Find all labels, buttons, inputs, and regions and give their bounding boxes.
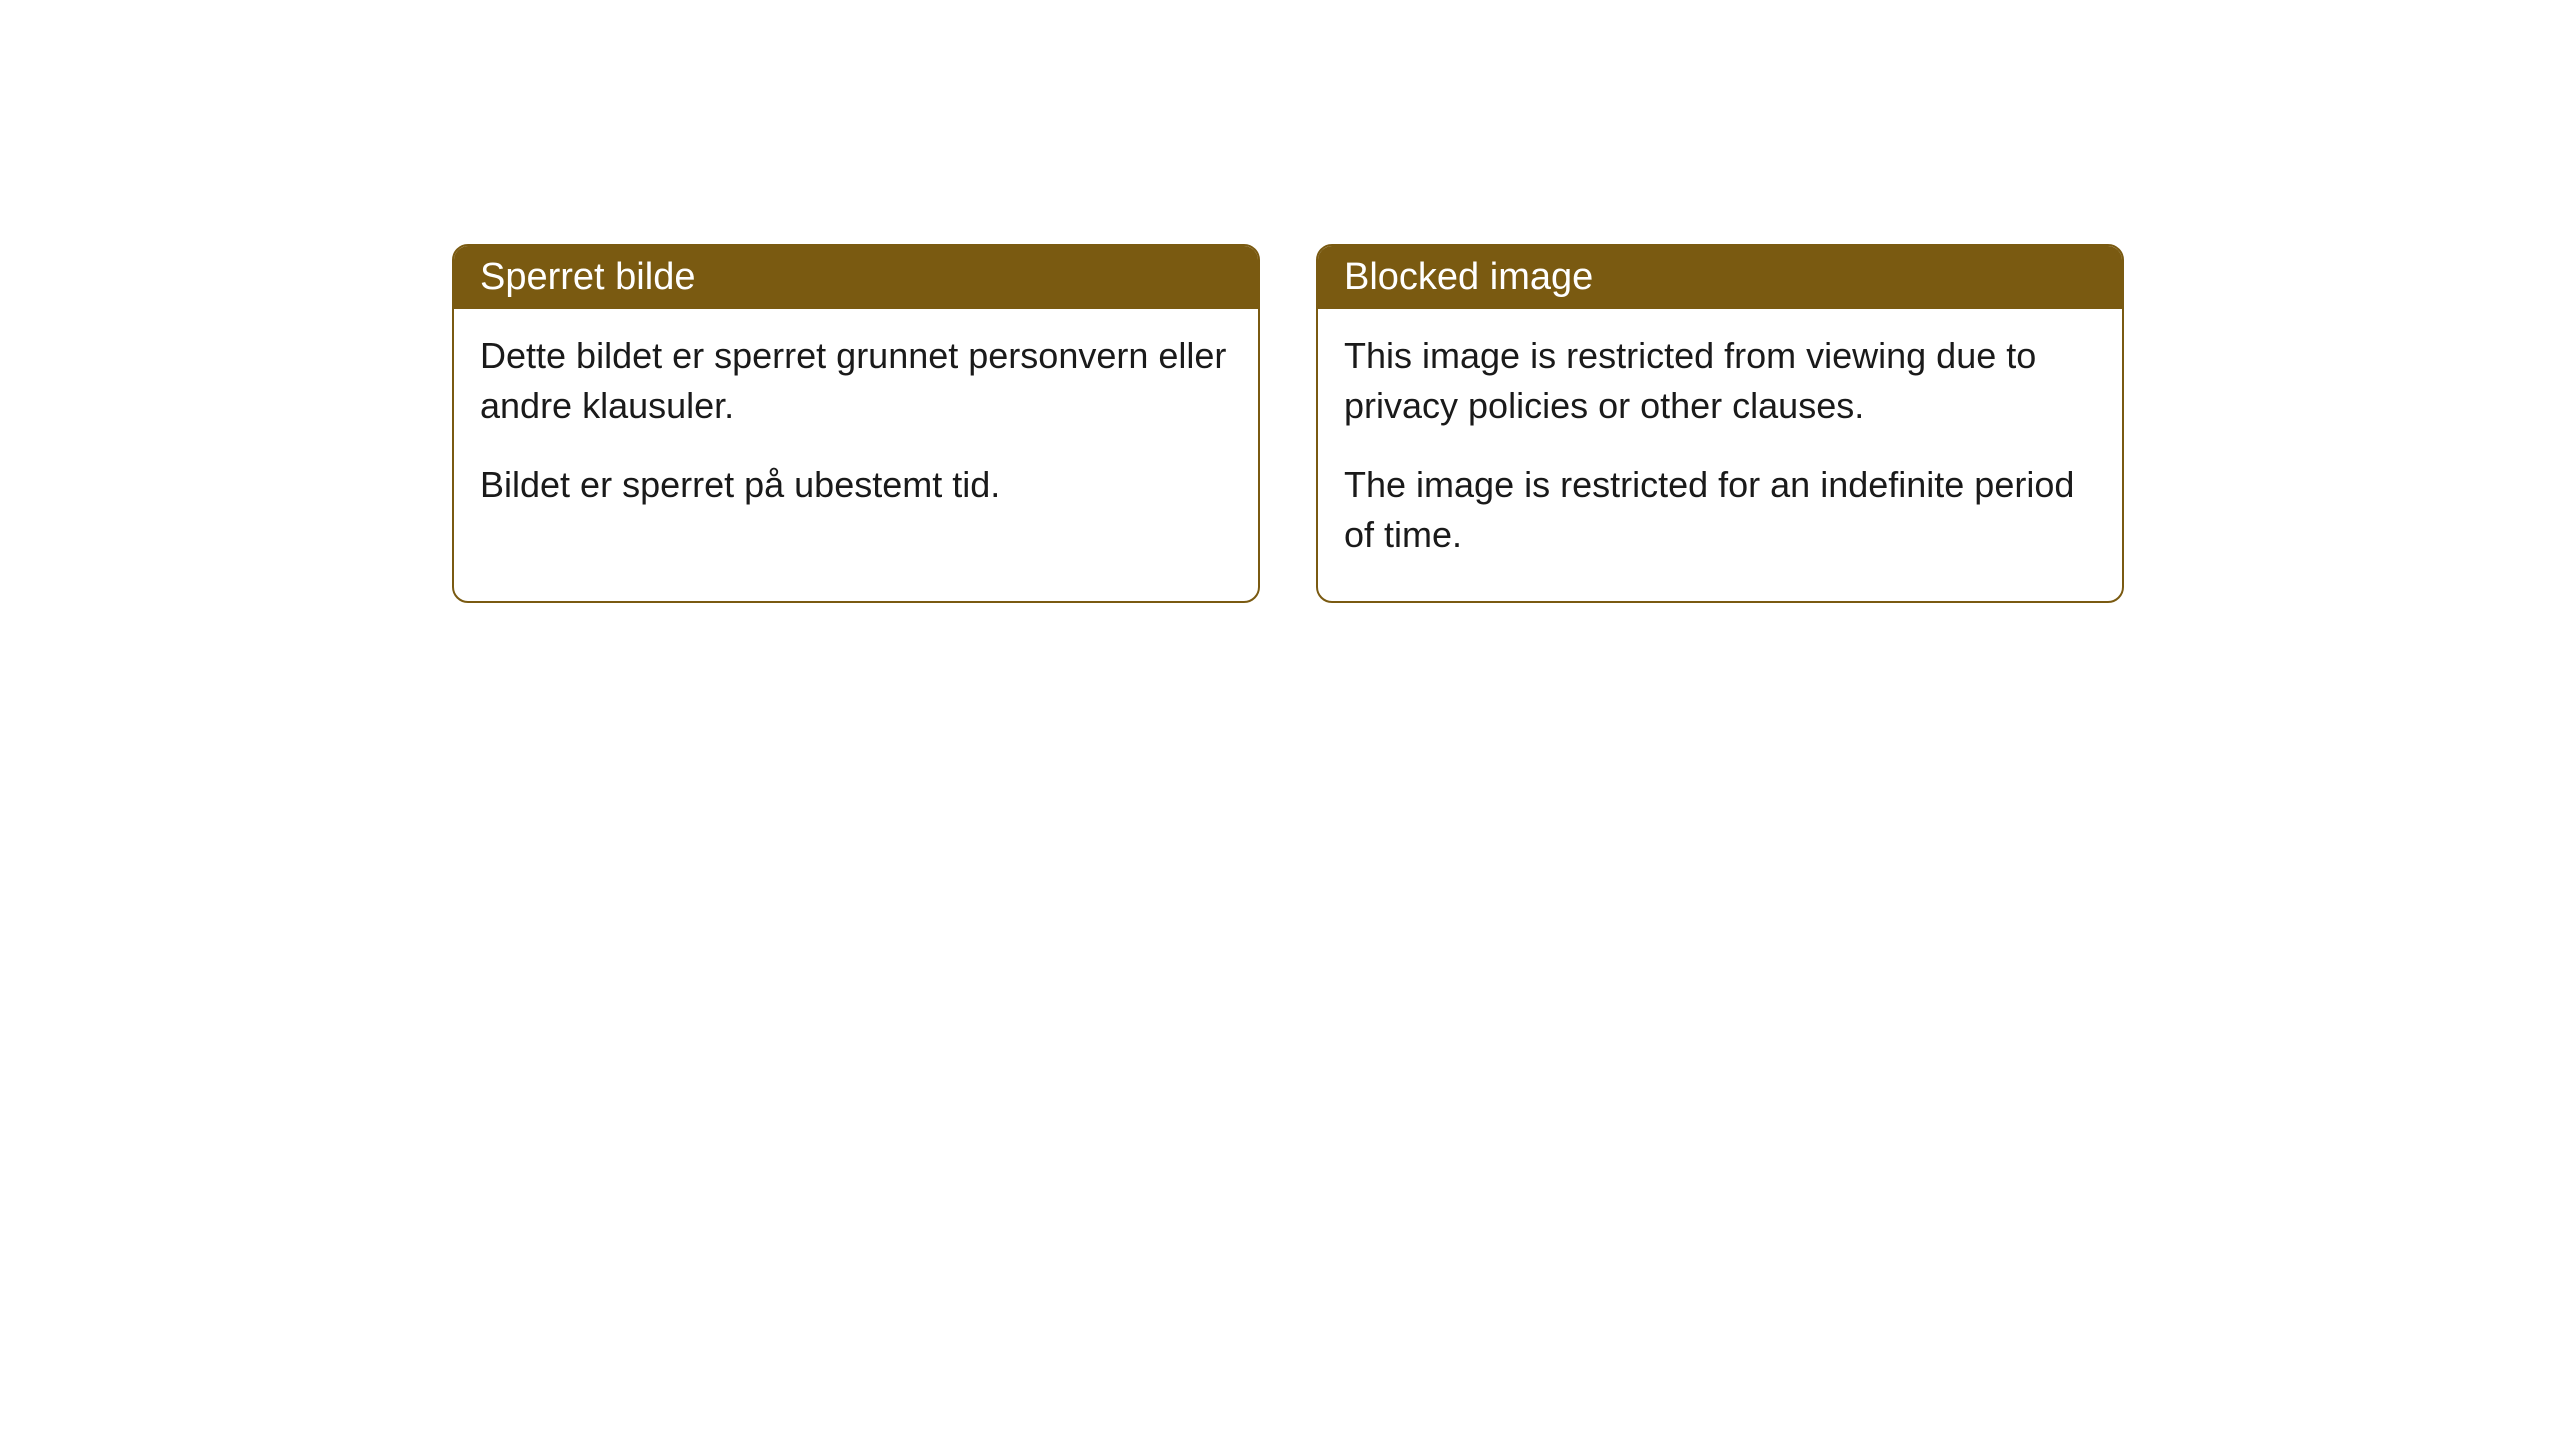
card-header: Blocked image — [1318, 246, 2122, 309]
card-paragraph: Dette bildet er sperret grunnet personve… — [480, 331, 1232, 432]
card-header: Sperret bilde — [454, 246, 1258, 309]
card-body: This image is restricted from viewing du… — [1318, 309, 2122, 601]
card-paragraph: Bildet er sperret på ubestemt tid. — [480, 460, 1232, 510]
notice-card-english: Blocked image This image is restricted f… — [1316, 244, 2124, 603]
card-title: Blocked image — [1344, 256, 1593, 298]
card-paragraph: The image is restricted for an indefinit… — [1344, 460, 2096, 561]
card-paragraph: This image is restricted from viewing du… — [1344, 331, 2096, 432]
notice-cards-container: Sperret bilde Dette bildet er sperret gr… — [452, 244, 2124, 603]
card-title: Sperret bilde — [480, 256, 695, 298]
notice-card-norwegian: Sperret bilde Dette bildet er sperret gr… — [452, 244, 1260, 603]
card-body: Dette bildet er sperret grunnet personve… — [454, 309, 1258, 550]
